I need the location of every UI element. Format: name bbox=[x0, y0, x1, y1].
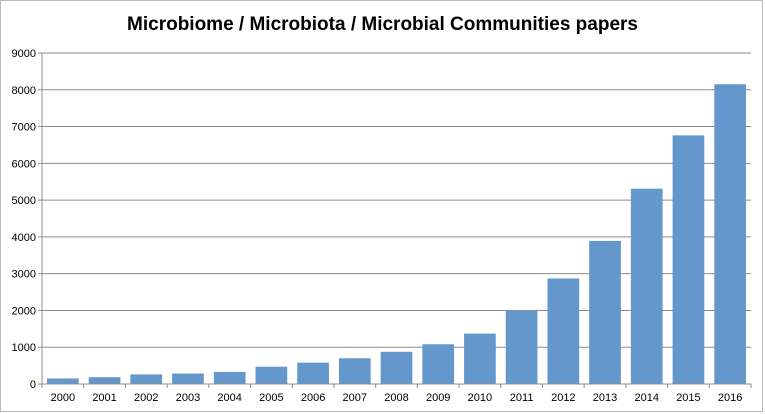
x-tick-label: 2010 bbox=[468, 392, 492, 404]
x-tick-label: 2001 bbox=[92, 392, 116, 404]
bar bbox=[213, 371, 246, 384]
y-tick-label: 7000 bbox=[12, 122, 36, 134]
bar bbox=[422, 344, 455, 384]
x-tick-label: 2006 bbox=[301, 392, 325, 404]
x-tick-label: 2000 bbox=[51, 392, 75, 404]
x-tick-label: 2012 bbox=[551, 392, 575, 404]
bar bbox=[297, 362, 329, 384]
bar bbox=[464, 333, 496, 384]
x-tick-label: 2011 bbox=[510, 392, 534, 404]
x-tick-label: 2003 bbox=[176, 392, 200, 404]
y-axis-ticks: 0 1000 2000 3000 4000 5000 6000 7000 8000 9000 bbox=[12, 48, 42, 391]
y-tick-label: 2000 bbox=[12, 305, 36, 317]
x-tick-label: 2007 bbox=[343, 392, 367, 404]
x-tick-label: 2002 bbox=[134, 392, 158, 404]
y-tick-label: 8000 bbox=[12, 85, 36, 97]
gridlines bbox=[42, 52, 751, 348]
x-tick-label: 2004 bbox=[217, 392, 241, 404]
x-tick-label: 2008 bbox=[384, 392, 408, 404]
chart-title: Microbiome / Microbiota / Microbial Comm… bbox=[127, 14, 638, 35]
x-tick-label: 2016 bbox=[718, 392, 742, 404]
x-axis-ticks: 2000 2001 2002 2003 2004 2005 2006 2007 2008 2009… bbox=[41, 384, 752, 404]
bar bbox=[714, 84, 746, 384]
y-tick-label: 5000 bbox=[12, 195, 36, 207]
bar bbox=[338, 358, 371, 384]
y-tick-label: 1000 bbox=[12, 342, 36, 354]
y-tick-label: 0 bbox=[30, 379, 36, 391]
bar bbox=[172, 373, 204, 384]
bar bbox=[47, 378, 79, 384]
x-tick-label: 2015 bbox=[676, 392, 700, 404]
bar bbox=[630, 188, 663, 384]
bar bbox=[672, 135, 705, 384]
y-tick-label: 3000 bbox=[12, 269, 36, 281]
x-tick-label: 2013 bbox=[593, 392, 617, 404]
bar bbox=[505, 310, 538, 384]
bar bbox=[255, 366, 288, 384]
bar bbox=[589, 240, 621, 384]
bar bbox=[547, 278, 580, 384]
y-tick-label: 4000 bbox=[12, 232, 36, 244]
x-tick-label: 2005 bbox=[259, 392, 283, 404]
bars bbox=[47, 84, 746, 384]
x-tick-label: 2009 bbox=[426, 392, 450, 404]
y-tick-label: 9000 bbox=[12, 48, 36, 60]
y-tick-label: 6000 bbox=[12, 158, 36, 170]
bar bbox=[380, 351, 413, 384]
bar bbox=[88, 377, 121, 384]
bar bbox=[130, 374, 163, 384]
x-tick-label: 2014 bbox=[634, 392, 658, 404]
